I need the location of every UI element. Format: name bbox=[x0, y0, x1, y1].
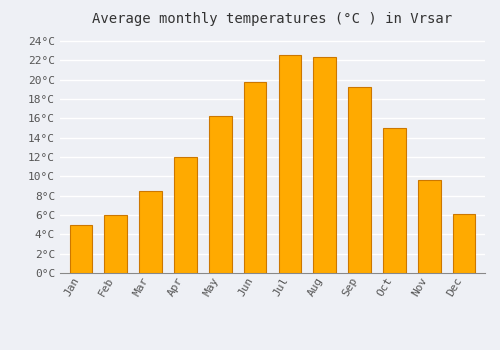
Bar bbox=[174, 157, 197, 273]
Bar bbox=[383, 128, 406, 273]
Title: Average monthly temperatures (°C ) in Vrsar: Average monthly temperatures (°C ) in Vr… bbox=[92, 12, 452, 26]
Bar bbox=[140, 191, 162, 273]
Bar bbox=[453, 214, 475, 273]
Bar bbox=[70, 225, 92, 273]
Bar bbox=[314, 57, 336, 273]
Bar bbox=[418, 180, 440, 273]
Bar bbox=[209, 116, 232, 273]
Bar bbox=[104, 215, 127, 273]
Bar bbox=[348, 86, 371, 273]
Bar bbox=[278, 55, 301, 273]
Bar bbox=[244, 82, 266, 273]
